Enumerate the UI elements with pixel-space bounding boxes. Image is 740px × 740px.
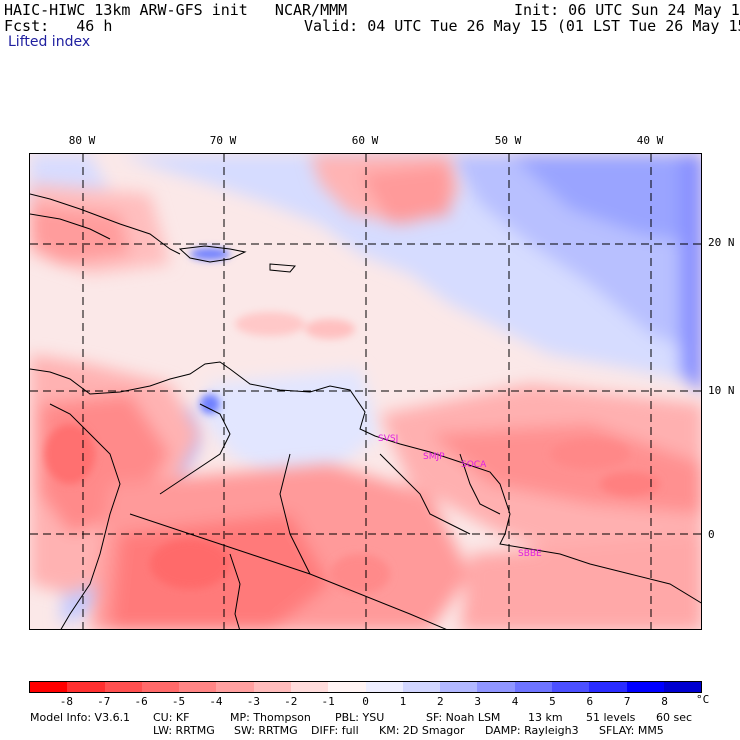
lon-label-70w: 70 W bbox=[209, 134, 237, 147]
colorbar-tick-label: 0 bbox=[362, 695, 369, 708]
footer-sflay: SFLAY: MM5 bbox=[599, 724, 664, 737]
lon-label-80w: 80 W bbox=[68, 134, 96, 147]
colorbar-cell bbox=[551, 682, 590, 692]
colorbar-tick-label: 6 bbox=[586, 695, 594, 708]
colorbar-cell bbox=[141, 682, 180, 692]
lat-label-20n: 20 N bbox=[708, 236, 735, 249]
colorbar-tick-label: -1 bbox=[321, 695, 335, 708]
colorbar-cell bbox=[328, 682, 366, 692]
colorbar-cell bbox=[663, 682, 702, 692]
station-label-soca: SOCA bbox=[461, 460, 487, 470]
colorbar-tick-label: 8 bbox=[661, 695, 668, 708]
colorbar-tick-label: -5 bbox=[171, 695, 186, 708]
footer-lw: LW: RRTMG bbox=[153, 724, 215, 737]
colorbar-tick-label: 5 bbox=[549, 695, 556, 708]
lon-label-40w: 40 W bbox=[636, 134, 664, 147]
colorbar-tick-label: -8 bbox=[59, 695, 73, 708]
colorbar-tick-label: -6 bbox=[134, 695, 148, 708]
lifted-index-map: SVSJ SMJP SOCA SBBE bbox=[29, 153, 702, 630]
colorbar-unit: °C bbox=[696, 693, 710, 706]
colorbar-tick-label: 3 bbox=[474, 695, 481, 708]
station-label-smjp: SMJP bbox=[423, 452, 445, 462]
colorbar-cell bbox=[477, 682, 515, 692]
colorbar-cell bbox=[626, 682, 664, 692]
colorbar-cell bbox=[253, 682, 291, 692]
footer-pbl: PBL: YSU bbox=[335, 711, 385, 724]
lon-label-50w: 50 W bbox=[494, 134, 522, 147]
colorbar-tick-label: -4 bbox=[209, 695, 223, 708]
colorbar-tick-label: 2 bbox=[436, 695, 444, 708]
lat-label-0: 0 bbox=[708, 528, 715, 541]
colorbar-cell bbox=[179, 682, 217, 692]
footer-diff: DIFF: full bbox=[311, 724, 359, 737]
footer-mp: MP: Thompson bbox=[230, 711, 311, 724]
colorbar-cell bbox=[290, 682, 329, 692]
footer-sw: SW: RRTMG bbox=[234, 724, 298, 737]
colorbar-cell bbox=[216, 682, 254, 692]
colorbar-tick-label: -3 bbox=[246, 695, 260, 708]
model-title: HAIC-HIWC 13km ARW-GFS init NCAR/MMM bbox=[4, 1, 348, 19]
footer-km: KM: 2D Smagor bbox=[379, 724, 465, 737]
colorbar-cell bbox=[402, 682, 441, 692]
footer-sf: SF: Noah LSM bbox=[426, 711, 501, 724]
forecast-hour: Fcst: 46 h bbox=[4, 17, 113, 35]
lat-label-10n: 10 N bbox=[708, 384, 735, 397]
lat-lon-grid bbox=[30, 154, 701, 629]
station-label-sbbe: SBBE bbox=[518, 549, 542, 559]
footer-damp: DAMP: Rayleigh3 bbox=[485, 724, 579, 737]
convective-cells bbox=[45, 248, 660, 594]
footer-cu: CU: KF bbox=[153, 711, 190, 724]
footer-dt: 60 sec bbox=[656, 711, 693, 724]
init-time: Init: 06 UTC Sun 24 May 15 bbox=[514, 1, 740, 19]
colorbar-tick-label: -2 bbox=[284, 695, 298, 708]
colorbar-tick-label: 4 bbox=[511, 695, 519, 708]
colorbar-tick-label: 1 bbox=[399, 695, 407, 708]
colorbar-cell bbox=[514, 682, 552, 692]
colorbar-cell bbox=[30, 682, 68, 692]
colorbar-tick-label: -7 bbox=[97, 695, 111, 708]
map-canvas bbox=[30, 154, 701, 629]
colorbar bbox=[29, 681, 702, 693]
unstable-fields bbox=[30, 154, 701, 629]
colorbar-cell bbox=[67, 682, 105, 692]
lon-label-60w: 60 W bbox=[351, 134, 379, 147]
colorbar-cell bbox=[589, 682, 627, 692]
valid-time: Valid: 04 UTC Tue 26 May 15 (01 LST Tue … bbox=[304, 17, 740, 35]
footer-levels: 51 levels bbox=[586, 711, 636, 724]
colorbar-cell bbox=[104, 682, 142, 692]
field-name: Lifted index bbox=[8, 34, 91, 50]
footer-model-info: Model Info: V3.6.1 bbox=[30, 711, 131, 724]
colorbar-cell bbox=[440, 682, 478, 692]
colorbar-cell bbox=[365, 682, 403, 692]
colorbar-tick-label: 7 bbox=[623, 695, 631, 708]
station-label-svsj: SVSJ bbox=[378, 434, 399, 444]
footer-res: 13 km bbox=[528, 711, 563, 724]
